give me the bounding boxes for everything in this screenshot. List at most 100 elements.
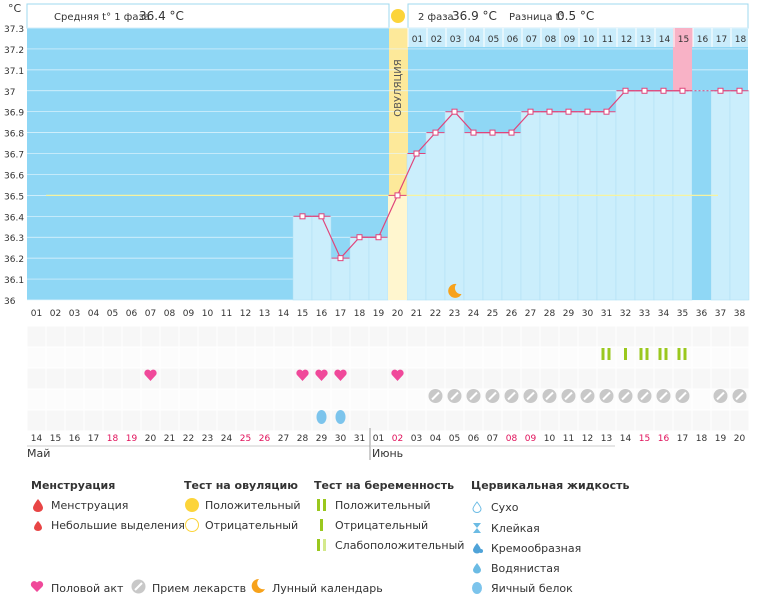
temperature-point[interactable] [584, 108, 591, 115]
marker-cell[interactable] [160, 368, 179, 389]
marker-cell[interactable] [483, 410, 502, 431]
marker-cell[interactable] [540, 347, 559, 368]
temperature-point[interactable] [318, 213, 325, 220]
marker-cell[interactable] [540, 368, 559, 389]
marker-cell[interactable] [141, 410, 160, 431]
marker-cell[interactable] [673, 368, 692, 389]
temperature-point[interactable] [622, 87, 629, 94]
marker-cell[interactable] [122, 389, 141, 410]
marker-cell[interactable] [160, 326, 179, 347]
marker-cell[interactable] [198, 347, 217, 368]
marker-cell[interactable] [84, 410, 103, 431]
marker-cell[interactable] [331, 347, 350, 368]
marker-cell[interactable] [540, 326, 559, 347]
marker-cell[interactable] [160, 389, 179, 410]
temperature-point[interactable] [565, 108, 572, 115]
marker-cell[interactable] [407, 347, 426, 368]
marker-cell[interactable] [312, 389, 331, 410]
marker-cell[interactable] [407, 326, 426, 347]
marker-cell[interactable] [198, 326, 217, 347]
marker-cell[interactable] [236, 368, 255, 389]
temperature-point[interactable] [432, 129, 439, 136]
marker-cell[interactable] [217, 368, 236, 389]
marker-cell[interactable] [635, 326, 654, 347]
marker-cell[interactable] [122, 347, 141, 368]
marker-cell[interactable] [293, 347, 312, 368]
marker-cell[interactable] [27, 410, 46, 431]
marker-cell[interactable] [578, 410, 597, 431]
marker-cell[interactable] [426, 410, 445, 431]
marker-cell[interactable] [559, 410, 578, 431]
marker-cell[interactable] [407, 368, 426, 389]
marker-cell[interactable] [103, 368, 122, 389]
marker-cell[interactable] [673, 410, 692, 431]
marker-cell[interactable] [255, 368, 274, 389]
marker-cell[interactable] [293, 326, 312, 347]
marker-cell[interactable] [730, 368, 749, 389]
temperature-point[interactable] [299, 213, 306, 220]
marker-cell[interactable] [445, 368, 464, 389]
marker-cell[interactable] [692, 326, 711, 347]
marker-cell[interactable] [122, 368, 141, 389]
marker-cell[interactable] [84, 389, 103, 410]
marker-cell[interactable] [65, 347, 84, 368]
temperature-point[interactable] [546, 108, 553, 115]
marker-cell[interactable] [46, 347, 65, 368]
marker-cell[interactable] [274, 410, 293, 431]
marker-cell[interactable] [654, 326, 673, 347]
temperature-point[interactable] [641, 87, 648, 94]
marker-cell[interactable] [730, 410, 749, 431]
marker-cell[interactable] [369, 326, 388, 347]
marker-cell[interactable] [141, 326, 160, 347]
marker-cell[interactable] [597, 347, 616, 368]
marker-cell[interactable] [673, 347, 692, 368]
marker-cell[interactable] [179, 347, 198, 368]
marker-cell[interactable] [179, 410, 198, 431]
marker-cell[interactable] [103, 326, 122, 347]
marker-cell[interactable] [255, 410, 274, 431]
marker-cell[interactable] [502, 410, 521, 431]
marker-cell[interactable] [46, 410, 65, 431]
marker-cell[interactable] [65, 410, 84, 431]
marker-cell[interactable] [369, 368, 388, 389]
marker-cell[interactable] [388, 326, 407, 347]
marker-cell[interactable] [160, 347, 179, 368]
marker-cell[interactable] [84, 326, 103, 347]
marker-cell[interactable] [559, 347, 578, 368]
marker-cell[interactable] [217, 326, 236, 347]
marker-cell[interactable] [635, 368, 654, 389]
marker-cell[interactable] [521, 410, 540, 431]
marker-cell[interactable] [27, 389, 46, 410]
marker-cell[interactable] [236, 326, 255, 347]
marker-cell[interactable] [692, 389, 711, 410]
marker-cell[interactable] [236, 389, 255, 410]
marker-cell[interactable] [331, 389, 350, 410]
marker-cell[interactable] [711, 410, 730, 431]
temperature-point[interactable] [394, 192, 401, 199]
marker-cell[interactable] [350, 326, 369, 347]
temperature-point[interactable] [413, 150, 420, 157]
marker-cell[interactable] [730, 347, 749, 368]
temperature-point[interactable] [356, 234, 363, 241]
marker-cell[interactable] [464, 410, 483, 431]
marker-cell[interactable] [350, 410, 369, 431]
marker-cell[interactable] [635, 410, 654, 431]
marker-cell[interactable] [141, 389, 160, 410]
marker-cell[interactable] [217, 389, 236, 410]
marker-cell[interactable] [198, 389, 217, 410]
marker-cell[interactable] [312, 326, 331, 347]
marker-cell[interactable] [711, 368, 730, 389]
marker-cell[interactable] [350, 347, 369, 368]
marker-cell[interactable] [407, 389, 426, 410]
marker-cell[interactable] [369, 410, 388, 431]
marker-cell[interactable] [65, 368, 84, 389]
marker-cell[interactable] [692, 410, 711, 431]
marker-cell[interactable] [122, 326, 141, 347]
marker-cell[interactable] [27, 347, 46, 368]
temperature-point[interactable] [489, 129, 496, 136]
marker-cell[interactable] [255, 347, 274, 368]
temperature-point[interactable] [470, 129, 477, 136]
marker-cell[interactable] [293, 389, 312, 410]
marker-cell[interactable] [616, 326, 635, 347]
marker-cell[interactable] [236, 347, 255, 368]
